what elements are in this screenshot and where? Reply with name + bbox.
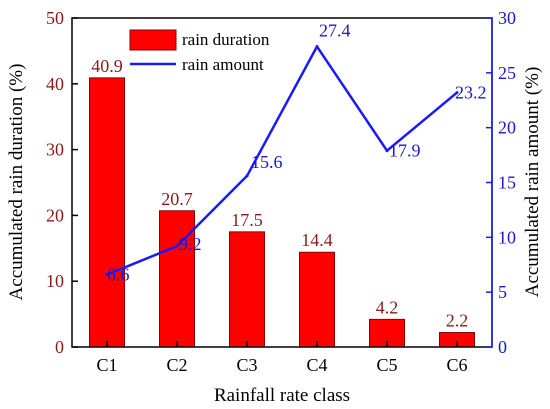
y-right-tick-label: 25	[498, 63, 516, 83]
x-tick-label: C4	[306, 355, 327, 375]
y-left-tick-label: 20	[46, 205, 64, 225]
bar-value-label: 17.5	[231, 210, 263, 230]
x-tick-label: C3	[236, 355, 257, 375]
y-left-tick-label: 40	[46, 74, 64, 94]
line-value-label: 15.6	[251, 152, 283, 172]
y-right-tick-label: 15	[498, 173, 516, 193]
bar-c1	[89, 77, 125, 348]
line-layer	[105, 45, 459, 277]
rain-amount-point-c2	[175, 244, 179, 248]
bar-c4	[299, 251, 335, 348]
legend-label-rain-amount: rain amount	[182, 55, 264, 74]
rain-amount-point-c6	[455, 91, 459, 95]
bar-value-label: 20.7	[161, 189, 193, 209]
bar-c3	[229, 231, 265, 348]
y-axis-left-title: Accumulated rain duration (%)	[6, 64, 27, 301]
y-right-tick-label: 30	[498, 8, 516, 28]
rain-amount-point-c4	[315, 45, 319, 49]
line-value-label: 27.4	[319, 21, 351, 41]
rain-amount-line	[106, 45, 458, 276]
y-left-tick-label: 50	[46, 8, 64, 28]
axes-layer	[71, 17, 493, 348]
y-left-tick-label: 30	[46, 140, 64, 160]
y-right-tick-label: 0	[498, 337, 507, 357]
rain-amount-point-c3	[245, 174, 249, 178]
y-axis-right-title: Accumulated rain amount (%)	[522, 67, 543, 298]
x-tick-label: C1	[96, 355, 117, 375]
legend: rain duration rain amount	[129, 29, 270, 74]
line-value-label: 6.6	[107, 265, 130, 285]
bar-c2	[159, 210, 195, 348]
plot-frame	[71, 17, 493, 348]
y-right-tick-label: 20	[498, 118, 516, 138]
bar-value-label: 2.2	[446, 311, 469, 331]
bars-layer	[89, 77, 475, 348]
labels-layer: 40.9 20.7 17.5 14.4 4.2 2.2 6.6 9.2 15.6 27.4 17.9…	[91, 21, 486, 331]
line-value-label: 23.2	[455, 83, 487, 103]
y-right-tick-label: 10	[498, 227, 516, 247]
y-left-tick-label: 10	[46, 271, 64, 291]
line-value-label: 17.9	[389, 141, 421, 161]
bar-value-label: 40.9	[91, 56, 123, 76]
ticks-layer: C1 C2 C3 C4 C5 C6 0 10 20 30 40 50 0 5 10 15 20 25 30	[46, 8, 516, 375]
x-tick-label: C2	[166, 355, 187, 375]
rain-amount-point-c5	[385, 149, 389, 153]
x-tick-label: C5	[376, 355, 397, 375]
legend-label-rain-duration: rain duration	[182, 30, 270, 49]
legend-swatch-rain-duration	[129, 29, 177, 51]
x-tick-label: C6	[446, 355, 467, 375]
x-axis-title: Rainfall rate class	[214, 385, 350, 406]
line-value-label: 9.2	[179, 234, 202, 254]
y-left-tick-label: 0	[55, 337, 64, 357]
y-right-tick-label: 5	[498, 282, 507, 302]
bar-value-label: 14.4	[301, 230, 333, 250]
bar-value-label: 4.2	[376, 297, 399, 317]
rain-amount-point-c1	[105, 273, 109, 277]
